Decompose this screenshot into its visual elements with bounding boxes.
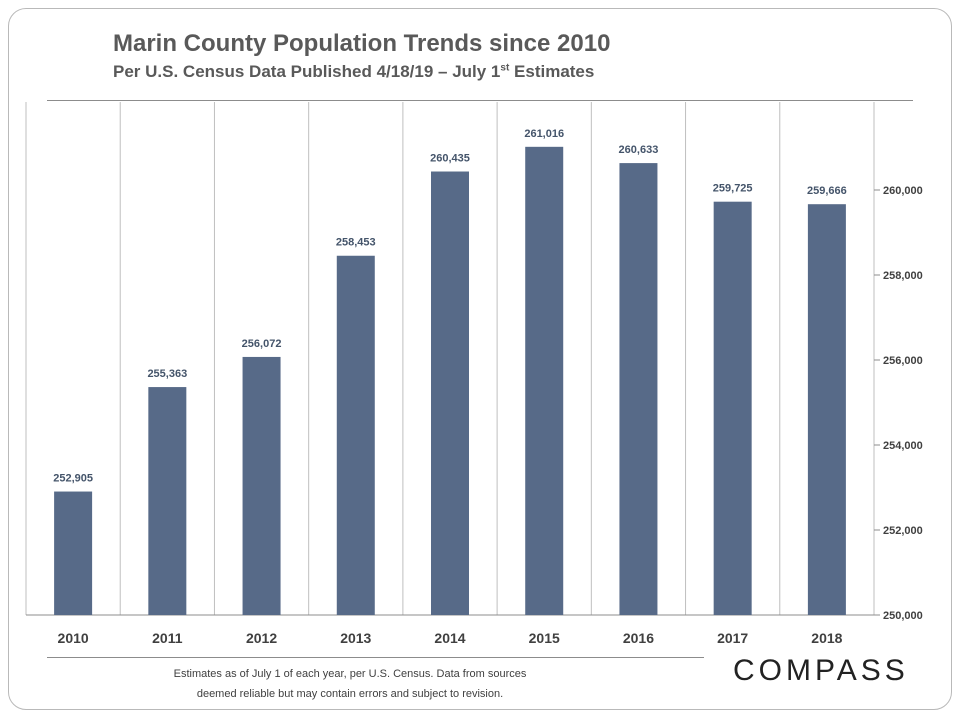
- bar: [807, 204, 846, 615]
- data-label: 261,016: [524, 128, 564, 140]
- footnote: Estimates as of July 1 of each year, per…: [140, 664, 560, 704]
- bar: [336, 255, 375, 615]
- data-label: 252,905: [53, 473, 93, 485]
- x-tick-label: 2017: [717, 630, 748, 646]
- bar: [242, 356, 281, 615]
- data-label: 260,435: [430, 153, 470, 165]
- x-tick-label: 2012: [246, 630, 277, 646]
- data-label: 256,072: [242, 338, 282, 350]
- y-tick-label: 254,000: [883, 440, 923, 452]
- data-label: 260,633: [619, 144, 659, 156]
- bar: [431, 171, 469, 615]
- data-label: 258,453: [336, 237, 376, 249]
- y-tick-label: 250,000: [883, 610, 923, 622]
- subtitle-superscript: st: [500, 62, 510, 74]
- chart-subtitle: Per U.S. Census Data Published 4/18/19 –…: [113, 62, 594, 82]
- x-tick-label: 2013: [340, 630, 371, 646]
- bar: [54, 491, 93, 615]
- y-tick-label: 260,000: [883, 185, 923, 197]
- x-tick-label: 2010: [58, 630, 89, 646]
- x-tick-label: 2014: [434, 630, 465, 646]
- x-tick-label: 2011: [152, 630, 183, 646]
- footnote-line-2: deemed reliable but may contain errors a…: [196, 688, 504, 700]
- data-label: 259,725: [713, 183, 753, 195]
- footnote-divider: [47, 657, 704, 658]
- bar: [619, 163, 658, 615]
- footnote-line-1: Estimates as of July 1 of each year, per…: [173, 668, 527, 680]
- x-tick-label: 2018: [811, 630, 842, 646]
- subtitle-end: Estimates: [509, 62, 595, 81]
- bar: [713, 201, 752, 615]
- y-tick-label: 256,000: [883, 355, 923, 367]
- subtitle-main: Per U.S. Census Data Published 4/18/19 –…: [113, 62, 501, 81]
- chart-title: Marin County Population Trends since 201…: [113, 30, 611, 57]
- x-tick-label: 2016: [623, 630, 654, 646]
- title-divider: [47, 100, 913, 101]
- compass-logo: COMPASS: [733, 654, 909, 687]
- bar: [525, 146, 564, 615]
- data-label: 255,363: [147, 368, 187, 380]
- y-tick-label: 258,000: [883, 270, 923, 282]
- data-label: 259,666: [807, 185, 847, 197]
- y-tick-label: 252,000: [883, 525, 923, 537]
- bar: [148, 387, 187, 615]
- x-tick-label: 2015: [529, 630, 560, 646]
